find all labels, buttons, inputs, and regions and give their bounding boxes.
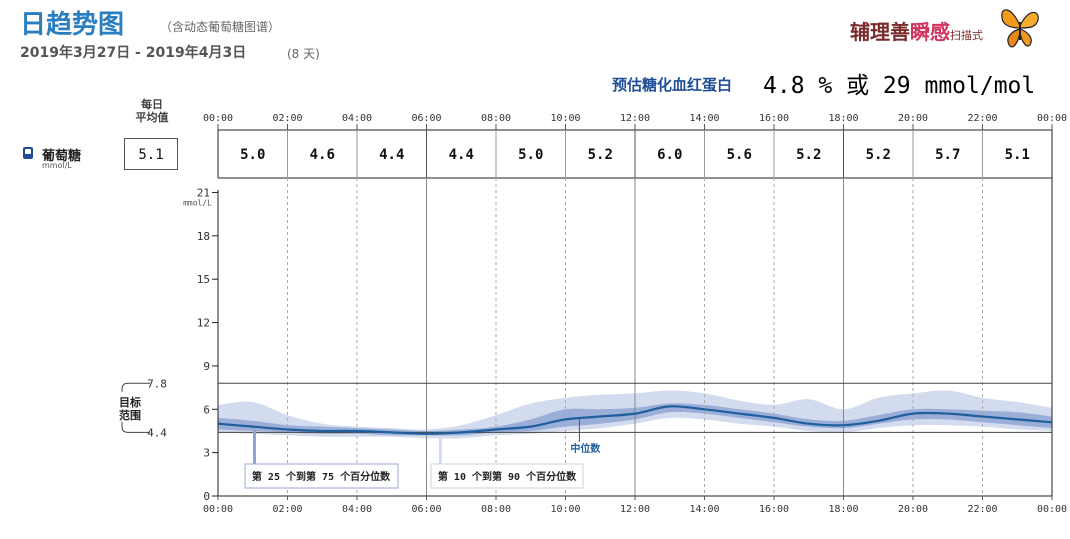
hourly-average-value: 6.0 [657, 147, 682, 163]
x-tick-label-top: 22:00 [967, 113, 997, 124]
y-unit-label: mmol/L [183, 198, 212, 207]
hourly-average-value: 5.6 [727, 147, 752, 163]
hourly-average-value: 5.7 [935, 147, 960, 163]
iqr-legend-label: 第 25 个到第 75 个百分位数 [252, 470, 391, 483]
target-low-label: 4.4 [147, 426, 167, 439]
daily-average-value: 5.1 [124, 138, 178, 170]
hourly-average-value: 5.0 [518, 147, 543, 163]
daily-average-header: 每日 平均值 [124, 98, 180, 124]
x-tick-label-top: 20:00 [898, 113, 928, 124]
x-tick-label-bottom: 02:00 [272, 504, 302, 515]
y-tick-label: 15 [197, 273, 210, 286]
outer-legend-label: 第 10 个到第 90 个百分位数 [438, 470, 577, 483]
median-legend-label: 中位数 [570, 442, 601, 455]
x-tick-label-bottom: 04:00 [342, 504, 372, 515]
page-title: 日趋势图 [20, 10, 125, 40]
x-tick-label-bottom: 16:00 [759, 504, 789, 515]
daily-average-header-line2: 平均值 [135, 111, 169, 124]
x-tick-label-bottom: 12:00 [620, 504, 650, 515]
x-tick-label-bottom: 18:00 [828, 504, 858, 515]
x-tick-label-bottom: 10:00 [550, 504, 580, 515]
butterfly-icon [1001, 9, 1039, 48]
x-axis-top: 00:00 02:00 04:00 06:00 08:00 10:00 12:00 14:00… [203, 113, 1067, 130]
hourly-average-value: 4.6 [310, 147, 335, 163]
x-tick-label-top: 18:00 [828, 113, 858, 124]
x-tick-label-bottom: 00:00 [203, 504, 233, 515]
median-line-group [217, 405, 1053, 435]
brand-logo: 辅理善瞬感扫描式 [850, 16, 983, 45]
outer-legend-box [430, 463, 584, 489]
hourly-average-row: 5.0 4.6 4.4 4.4 5.0 5.2 6.0 5.6 5.2 5.2 5.7 5.1 [217, 129, 1053, 179]
hourly-average-value: 5.1 [1005, 147, 1030, 163]
x-tick-label-bottom: 22:00 [967, 504, 997, 515]
y-tick-label: 3 [203, 447, 210, 460]
hourly-average-value: 4.4 [379, 147, 404, 163]
median-line [217, 405, 1053, 435]
x-tick-label-top: 08:00 [481, 113, 511, 124]
hourly-average-value: 5.2 [588, 147, 613, 163]
daily-average-header-line1: 每日 [141, 98, 163, 111]
hourly-average-value: 5.2 [866, 147, 891, 163]
x-tick-label-top: 10:00 [550, 113, 580, 124]
hourly-average-value: 5.0 [240, 147, 265, 163]
target-label-line2: 范围 [119, 408, 141, 422]
x-tick-label-top: 12:00 [620, 113, 650, 124]
y-tick-label: 6 [203, 403, 210, 416]
day-count: (8 天) [287, 47, 320, 61]
y-tick-label: 12 [197, 317, 210, 330]
hourly-average-value: 5.2 [796, 147, 821, 163]
glucose-unit: mmol/L [42, 161, 72, 170]
page-subtitle: （含动态葡萄糖图谱） [160, 20, 281, 34]
sensor-icon [23, 147, 33, 159]
target-label-bg [114, 391, 148, 422]
target-high-label: 7.8 [147, 377, 167, 390]
x-axis-bottom: 00:00 02:00 04:00 06:00 08:00 10:00 12:00 14:00… [203, 496, 1067, 515]
iqr-legend-box [244, 463, 399, 489]
a1c-value: 4.8 % 或 29 mmol/mol [763, 73, 1036, 99]
hourly-average-value: 4.4 [449, 147, 474, 163]
glucose-label: 葡萄糖 [42, 149, 82, 164]
target-label-line1: 目标 [119, 395, 141, 409]
x-tick-label-top: 06:00 [411, 113, 441, 124]
chart-grid [218, 178, 1053, 497]
x-tick-label-top: 02:00 [272, 113, 302, 124]
x-tick-label-top: 00:00 [203, 113, 233, 124]
x-tick-label-bottom: 00:00 [1037, 504, 1067, 515]
x-tick-label-top: 14:00 [689, 113, 719, 124]
date-range: 2019年3月27日 - 2019年4月3日 [20, 45, 247, 61]
brand-name: 辅理善 [850, 20, 910, 44]
x-tick-label-bottom: 06:00 [411, 504, 441, 515]
brand-suffix: 扫描式 [950, 29, 983, 42]
y-tick-label: 0 [203, 490, 210, 503]
y-tick-label: 21 [197, 186, 210, 199]
y-tick-label: 18 [197, 230, 210, 243]
y-tick-label: 9 [203, 360, 210, 373]
a1c-label: 预估糖化血红蛋白 [612, 76, 733, 94]
x-tick-label-bottom: 14:00 [689, 504, 719, 515]
brand-product: 瞬感 [910, 20, 950, 44]
legend: 第 25 个到第 75 个百分位数 第 10 个到第 90 个百分位数 中位数 [244, 418, 601, 489]
x-tick-label-bottom: 20:00 [898, 504, 928, 515]
x-tick-label-top: 04:00 [342, 113, 372, 124]
x-tick-label-bottom: 08:00 [481, 504, 511, 515]
x-tick-label-top: 00:00 [1037, 113, 1067, 124]
x-tick-label-top: 16:00 [759, 113, 789, 124]
